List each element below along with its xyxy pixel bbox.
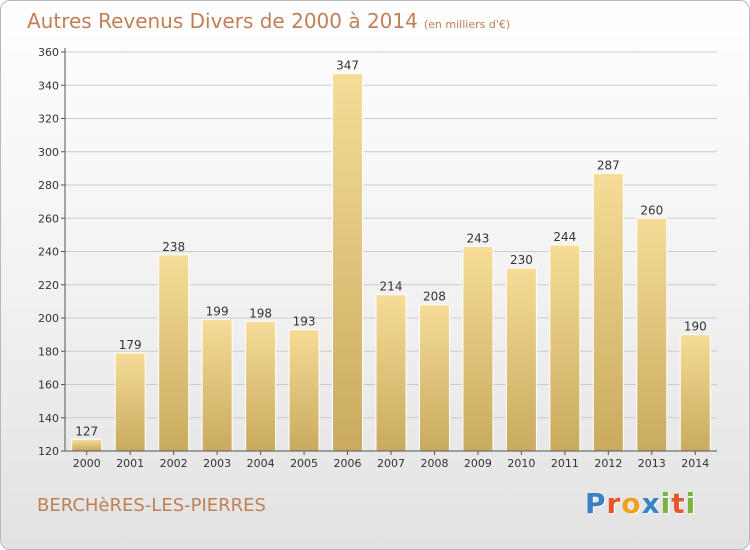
value-label: 287 xyxy=(597,158,620,172)
y-tick-label: 280 xyxy=(38,179,59,192)
y-tick-label: 220 xyxy=(38,279,59,292)
bar xyxy=(114,352,146,452)
logo-letter: r xyxy=(606,487,622,520)
y-tick-labels: 120 140 160 180 200 220 240 260 280 300 320 340 360 xyxy=(38,46,59,458)
x-tick-label: 2012 xyxy=(594,457,622,470)
chart-subtitle: (en milliers d'€) xyxy=(423,18,511,31)
bar xyxy=(592,172,624,452)
bar xyxy=(375,294,407,452)
y-tick-label: 160 xyxy=(38,379,59,392)
value-label: 230 xyxy=(510,253,533,267)
x-tick-label: 2011 xyxy=(551,457,579,470)
x-tick-label: 2013 xyxy=(638,457,666,470)
bar xyxy=(288,329,320,452)
y-tick-label: 320 xyxy=(38,113,59,126)
bar xyxy=(418,304,450,452)
y-tick-label: 340 xyxy=(38,79,59,92)
logo-letter: x xyxy=(641,487,661,520)
value-label: 198 xyxy=(249,306,272,320)
bar xyxy=(245,320,277,452)
x-tick-label: 2008 xyxy=(420,457,448,470)
x-tick-labels: 2000 2001 2002 2003 2004 2005 2006 2007 2008 2009… xyxy=(73,451,709,470)
x-tick-label: 2005 xyxy=(290,457,318,470)
x-tick-label: 2014 xyxy=(681,457,709,470)
bar xyxy=(549,244,581,452)
x-tick-label: 2010 xyxy=(507,457,535,470)
value-label: 238 xyxy=(162,240,185,254)
logo-letter: P xyxy=(585,487,607,520)
chart-title-text: Autres Revenus Divers de 2000 à 2014 xyxy=(27,9,418,33)
y-tick-label: 140 xyxy=(38,412,59,425)
value-label: 347 xyxy=(336,59,359,73)
proxiti-logo: Proxiti xyxy=(585,487,696,520)
value-label: 179 xyxy=(119,338,142,352)
bar xyxy=(462,246,494,452)
value-label: 260 xyxy=(640,203,663,217)
bar xyxy=(332,73,364,452)
value-label: 127 xyxy=(75,424,98,438)
x-tick-label: 2009 xyxy=(464,457,492,470)
logo-letter: o xyxy=(621,487,642,520)
chart-title: Autres Revenus Divers de 2000 à 2014 (en … xyxy=(27,9,510,33)
x-tick-label: 2002 xyxy=(160,457,188,470)
value-label: 208 xyxy=(423,290,446,304)
x-tick-label: 2007 xyxy=(377,457,405,470)
y-tick-label: 300 xyxy=(38,146,59,159)
bars-group xyxy=(71,73,711,452)
value-label: 214 xyxy=(380,280,403,294)
value-label: 243 xyxy=(466,232,489,246)
x-tick-label: 2006 xyxy=(334,457,362,470)
bar xyxy=(636,217,668,452)
value-label: 199 xyxy=(206,305,229,319)
bar xyxy=(158,254,190,452)
y-tick-label: 260 xyxy=(38,212,59,225)
logo-letter: i xyxy=(660,487,672,520)
value-label: 193 xyxy=(293,315,316,329)
y-tick-label: 240 xyxy=(38,246,59,259)
x-tick-label: 2001 xyxy=(116,457,144,470)
logo-letter: i xyxy=(685,487,697,520)
city-name: BERCHèRES-LES-PIERRES xyxy=(37,495,266,516)
bar xyxy=(201,319,233,452)
bar xyxy=(505,267,537,452)
x-tick-label: 2000 xyxy=(73,457,101,470)
value-label: 244 xyxy=(553,230,576,244)
bar xyxy=(71,438,103,452)
value-label: 190 xyxy=(684,320,707,334)
value-labels: 127 179 238 199 198 193 347 214 208 243 230 244 287 2… xyxy=(75,59,706,439)
y-tick-label: 360 xyxy=(38,46,59,59)
y-tick-label: 200 xyxy=(38,312,59,325)
y-tick-label: 120 xyxy=(38,445,59,458)
logo-letter: t xyxy=(671,487,686,520)
x-tick-label: 2004 xyxy=(247,457,275,470)
y-tick-label: 180 xyxy=(38,345,59,358)
x-tick-label: 2003 xyxy=(203,457,231,470)
bar xyxy=(679,334,711,452)
